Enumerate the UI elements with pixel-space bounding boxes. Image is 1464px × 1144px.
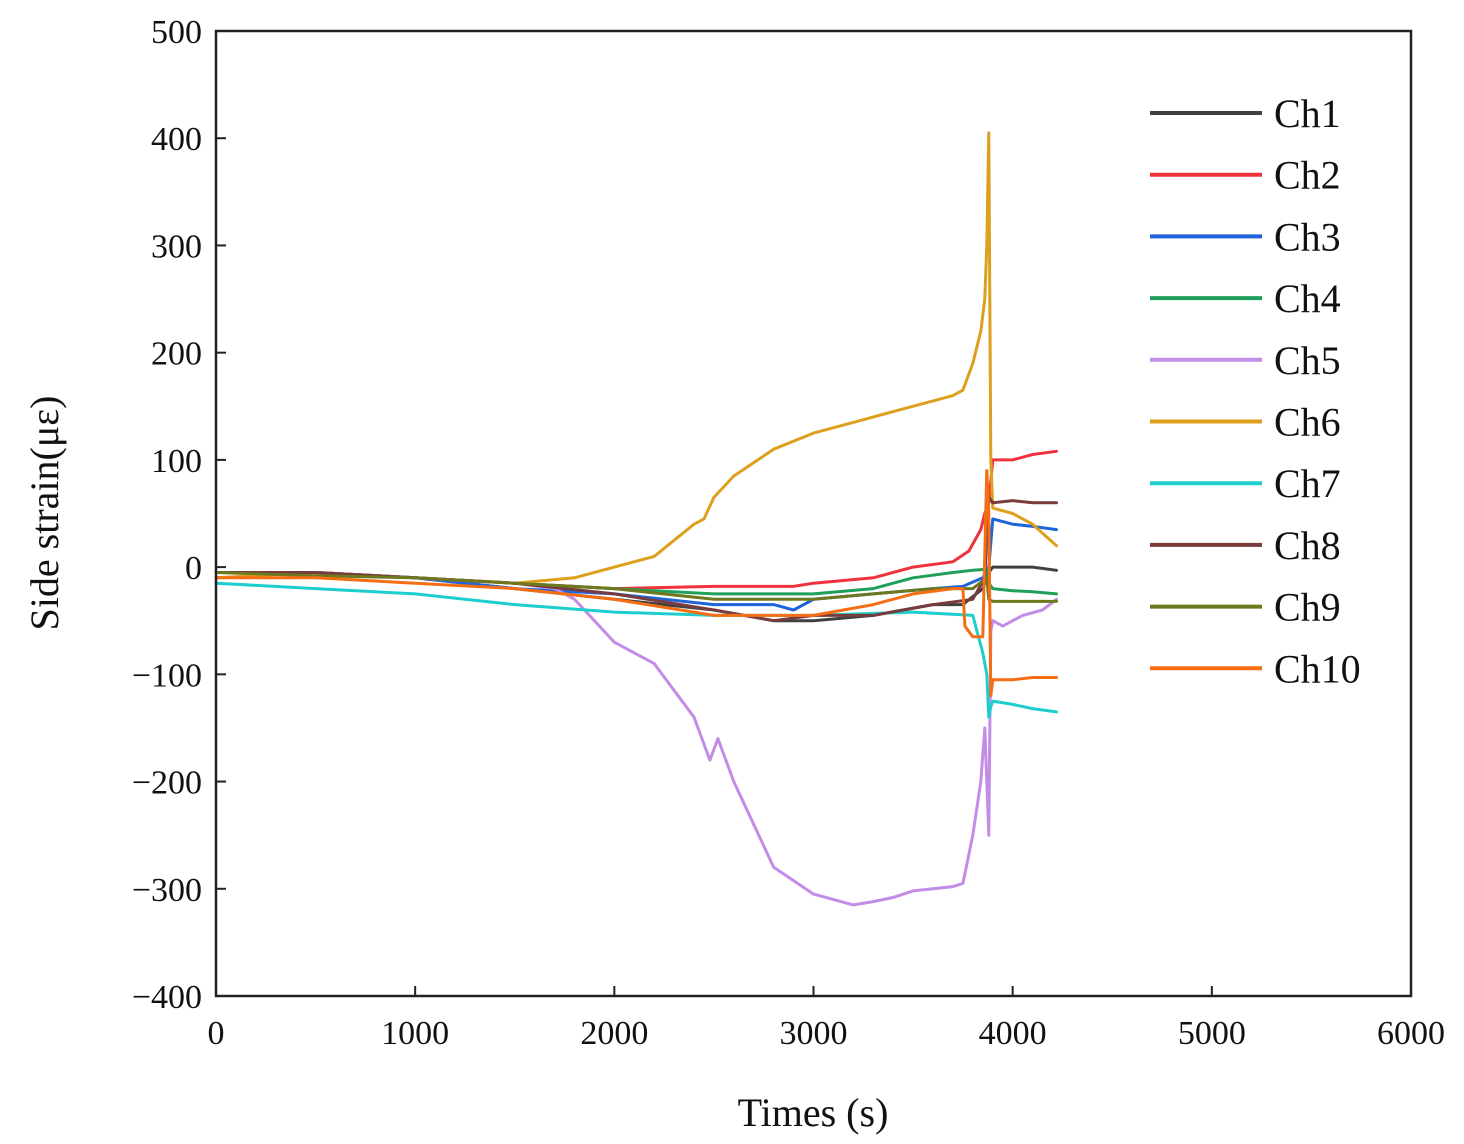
legend-label-ch7: Ch7 (1274, 461, 1341, 506)
x-tick-label: 4000 (979, 1015, 1047, 1052)
legend-label-ch4: Ch4 (1274, 276, 1341, 321)
y-tick-label: −400 (132, 979, 202, 1016)
series-line-ch7 (214, 581, 1058, 719)
x-tick-label: 0 (208, 1015, 225, 1052)
y-tick-label: −300 (132, 872, 202, 909)
y-tick-label: 400 (151, 121, 202, 158)
y-tick-label: 300 (151, 228, 202, 265)
legend-label-ch9: Ch9 (1274, 585, 1341, 630)
tick-layer: 0 1000 2000 3000 4000 5000 6000500400300200100… (132, 14, 1445, 1052)
x-tick-label: 1000 (381, 1015, 449, 1052)
series-line-ch6 (214, 131, 1058, 585)
legend-label-ch6: Ch6 (1274, 400, 1341, 445)
legend-label-ch8: Ch8 (1274, 523, 1341, 568)
series-line-ch9 (214, 571, 1058, 603)
series-layer (214, 131, 1058, 907)
legend-label-ch2: Ch2 (1274, 153, 1341, 198)
x-tick-label: 2000 (580, 1015, 648, 1052)
y-axis-title: Side strain(με) (22, 396, 67, 631)
legend-label-ch5: Ch5 (1274, 338, 1341, 383)
y-tick-label: 0 (185, 550, 202, 587)
legend-label-ch1: Ch1 (1274, 91, 1341, 136)
y-tick-label: 200 (151, 336, 202, 373)
legend-label-ch10: Ch10 (1274, 646, 1361, 691)
x-tick-label: 3000 (780, 1015, 848, 1052)
x-tick-label: 6000 (1377, 1015, 1445, 1052)
y-tick-label: 100 (151, 443, 202, 480)
y-tick-label: −200 (132, 765, 202, 802)
y-tick-label: −100 (132, 657, 202, 694)
y-tick-label: 500 (151, 14, 202, 51)
series-line-ch10 (214, 469, 1058, 698)
legend: Ch1 Ch2 Ch3 Ch4 Ch5 Ch6 Ch7 Ch8 Ch9 Ch10 (1150, 91, 1361, 691)
legend-label-ch3: Ch3 (1274, 214, 1341, 259)
x-axis-title: Times (s) (738, 1090, 889, 1135)
x-tick-label: 5000 (1178, 1015, 1246, 1052)
